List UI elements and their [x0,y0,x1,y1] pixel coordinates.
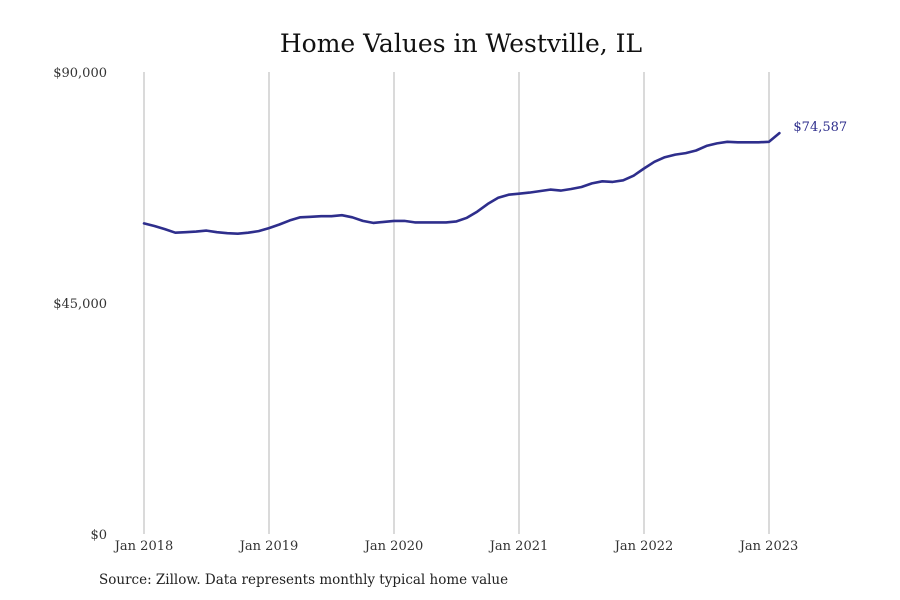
x-tick-label: Jan 2021 [488,539,549,554]
y-tick-label: $0 [90,528,107,543]
x-tick-label: Jan 2022 [613,539,674,554]
x-tick-label: Jan 2018 [113,539,174,554]
x-tick-label: Jan 2023 [738,539,799,554]
gridlines [143,72,770,534]
series-line [142,131,781,235]
x-tick-label: Jan 2020 [363,539,424,554]
end-value-label: $74,587 [793,120,847,135]
x-axis-ticks: Jan 2018 Jan 2019 Jan 2020 Jan 2021 Jan 2022… [113,539,799,554]
source-note: Source: Zillow. Data represents monthly … [99,572,509,588]
y-axis-ticks: $0 $45,000 $90,000 [53,66,107,543]
x-tick-label: Jan 2019 [238,539,299,554]
y-tick-label: $90,000 [53,66,107,81]
chart-title: Home Values in Westville, IL [280,29,642,58]
y-tick-label: $45,000 [53,297,107,312]
